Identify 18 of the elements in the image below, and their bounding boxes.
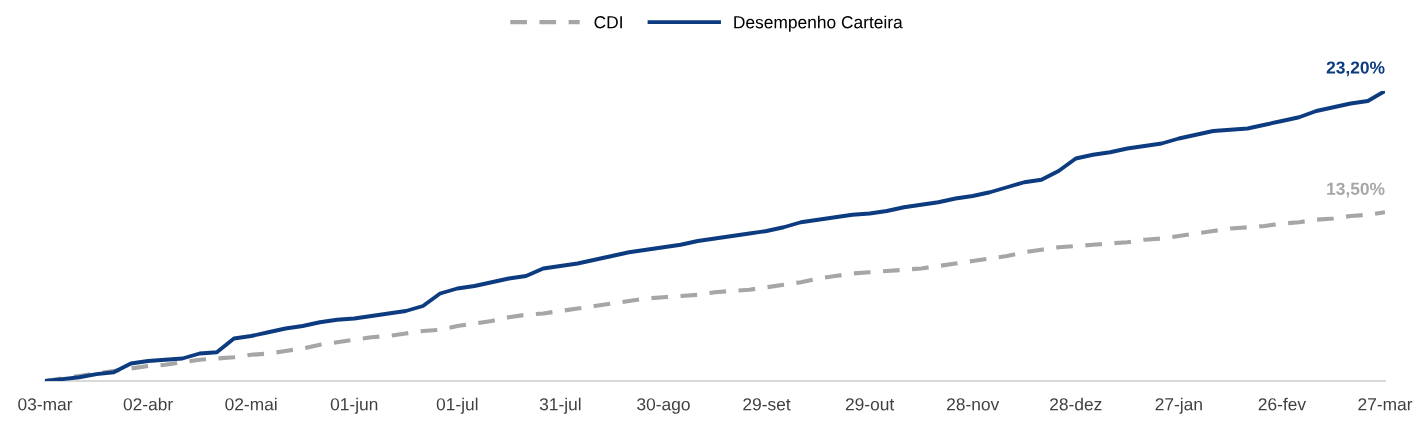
x-tick-label: 28-dez [1050,397,1102,411]
x-tick-label: 27-jan [1155,397,1202,414]
legend-label: Desempenho Carteira [734,15,903,32]
x-tick-label: 28-nov [947,398,1000,411]
x-tick-label: 01-jul [436,397,478,414]
x-tick-label: 29-set [743,398,791,411]
x-tick-label: 29-out [845,398,895,411]
x-tick-label: 01-jun [330,397,378,414]
x-tick-label: 27-mar [1358,398,1413,411]
x-tick-label: 31-jul [539,397,581,414]
data-label: 23,20% [1326,61,1385,77]
x-tick-label: 30-ago [637,398,690,414]
x-tick-label: 02-mai [225,397,277,411]
x-tick-label: 02-abr [123,397,173,411]
legend-label: CDI [594,16,622,29]
x-tick-label: 26-fev [1258,397,1306,411]
x-tick-label: 03-mar [18,398,73,411]
data-label: 13,50% [1327,182,1385,198]
